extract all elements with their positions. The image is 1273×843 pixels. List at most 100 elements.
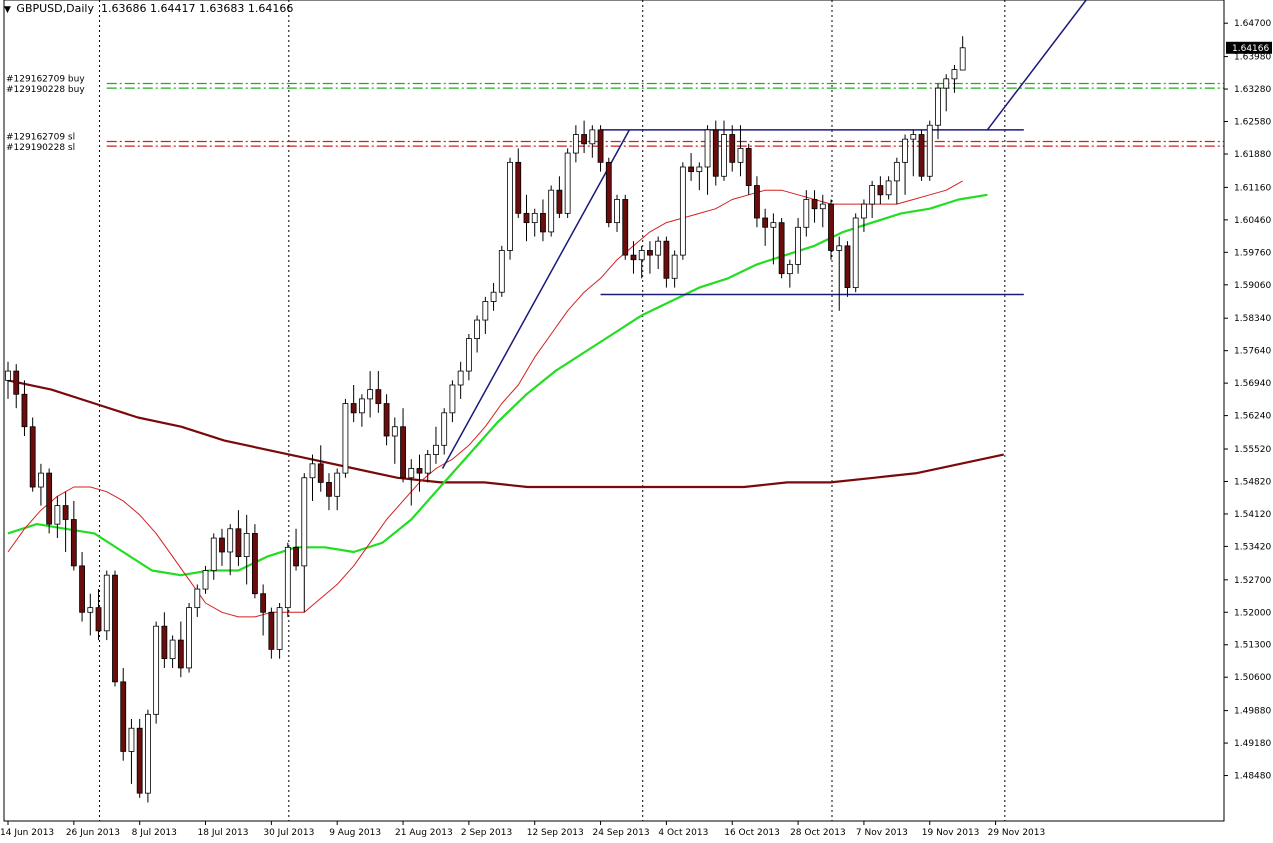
- candle-bull: [227, 528, 234, 553]
- candle-bear: [62, 505, 69, 520]
- candle-bull: [474, 319, 481, 340]
- symbol-timeframe: GBPUSD,Daily: [16, 2, 94, 15]
- candle-bull: [770, 222, 777, 228]
- candle-bull: [38, 472, 44, 488]
- time-tick-label: 16 Oct 2013: [724, 828, 780, 838]
- candle-bull: [490, 291, 497, 302]
- candle-bull: [391, 426, 398, 437]
- candle-bear: [729, 134, 736, 163]
- candle-bull: [54, 505, 61, 525]
- price-tick-label: 1.59060: [1234, 281, 1271, 291]
- current-price-tag: [1226, 41, 1272, 54]
- candle-bull: [679, 166, 686, 256]
- candle-bull: [309, 463, 316, 479]
- candle-bull: [926, 124, 933, 177]
- candle-bull: [87, 607, 94, 613]
- time-tick-label: 2 Sep 2013: [461, 828, 512, 838]
- order-label: #129190228 sl: [6, 143, 75, 153]
- candle-bear: [29, 426, 36, 488]
- candle-bull: [885, 180, 892, 196]
- price-tick-label: 1.64700: [1234, 19, 1271, 29]
- price-tick-label: 1.52000: [1234, 608, 1271, 618]
- candle-bear: [663, 240, 670, 279]
- candle-bear: [877, 185, 884, 196]
- ohlc-readout: 1.63686 1.64417 1.63683 1.64166: [100, 2, 294, 15]
- price-tick-label: 1.49180: [1234, 739, 1271, 749]
- candle-bear: [177, 639, 184, 669]
- candle-bull: [507, 161, 513, 251]
- candle-bear: [400, 426, 406, 479]
- candle-bear: [95, 607, 102, 632]
- candle-bull: [869, 185, 876, 205]
- plot-border: [3, 0, 1225, 822]
- dropdown-triangle-icon[interactable]: ▼: [4, 5, 11, 15]
- candle-bull: [334, 472, 341, 497]
- candle-bear: [293, 546, 299, 567]
- time-tick-label: 18 Jul 2013: [198, 828, 249, 838]
- price-tick-label: 1.58340: [1234, 314, 1271, 324]
- candle-bear: [688, 166, 694, 173]
- candle-bull: [433, 444, 439, 455]
- candle-bear: [416, 468, 423, 474]
- candle-bull: [128, 727, 135, 752]
- candle-bull: [465, 338, 472, 372]
- ma-fast-line: [7, 180, 963, 618]
- candle-bull: [103, 574, 110, 632]
- candle-bull: [721, 134, 727, 177]
- price-tick-label: 1.48480: [1234, 772, 1271, 782]
- price-tick-label: 1.57640: [1234, 347, 1271, 357]
- candle-bear: [630, 254, 637, 261]
- price-tick-label: 1.49880: [1234, 707, 1271, 717]
- price-tick-label: 1.53420: [1234, 542, 1271, 552]
- candle-bear: [21, 393, 28, 428]
- price-tick-label: 1.55520: [1234, 445, 1271, 455]
- candle-bear: [112, 574, 118, 683]
- candle-bear: [375, 389, 382, 404]
- time-tick-label: 14 Jun 2013: [0, 828, 54, 838]
- candle-bull: [482, 301, 489, 321]
- chart-title: ▼ GBPUSD,Daily 1.63686 1.64417 1.63683 1…: [4, 2, 293, 15]
- candle-bear: [161, 625, 168, 660]
- candle-bull: [186, 607, 192, 669]
- candle-bull: [301, 477, 308, 567]
- candle-bear: [540, 212, 546, 233]
- candle-bull: [457, 370, 464, 386]
- candle-bear: [581, 134, 587, 145]
- candle-bull: [696, 166, 703, 173]
- candle-bull: [202, 570, 209, 590]
- candle-bear: [235, 528, 242, 558]
- candle-bull: [935, 87, 941, 126]
- time-tick-label: 4 Oct 2013: [658, 828, 708, 838]
- candle-bear: [136, 727, 143, 794]
- price-tick-label: 1.50600: [1234, 673, 1271, 683]
- candle-bear: [13, 370, 20, 395]
- candle-bull: [424, 454, 431, 474]
- time-tick-label: 7 Nov 2013: [856, 828, 908, 838]
- trendline-up: [441, 129, 631, 469]
- candle-bull: [276, 607, 283, 650]
- candle-bear: [754, 185, 760, 219]
- candle-bull: [5, 370, 11, 381]
- candle-bull: [614, 199, 620, 224]
- candle-bull: [548, 189, 555, 233]
- price-tick-label: 1.54820: [1234, 477, 1271, 487]
- candle-bull: [145, 713, 151, 794]
- ma-slow-line: [7, 379, 1004, 489]
- price-tick-label: 1.54120: [1234, 510, 1271, 520]
- candle-bull: [836, 245, 843, 251]
- candle-bull: [704, 129, 711, 168]
- candle-bull: [803, 199, 810, 228]
- candle-bull: [959, 47, 966, 71]
- candle-bull: [564, 152, 571, 214]
- candle-bear: [268, 611, 275, 650]
- price-tick-label: 1.52700: [1234, 576, 1271, 586]
- candle-bear: [556, 189, 563, 214]
- candle-bull: [819, 203, 826, 210]
- time-tick-label: 29 Nov 2013: [988, 828, 1046, 838]
- current-price-label: 1.64166: [1232, 44, 1269, 54]
- time-tick-label: 8 Jul 2013: [132, 828, 177, 838]
- time-tick-label: 24 Sep 2013: [593, 828, 650, 838]
- order-label: #129190228 buy: [6, 85, 85, 95]
